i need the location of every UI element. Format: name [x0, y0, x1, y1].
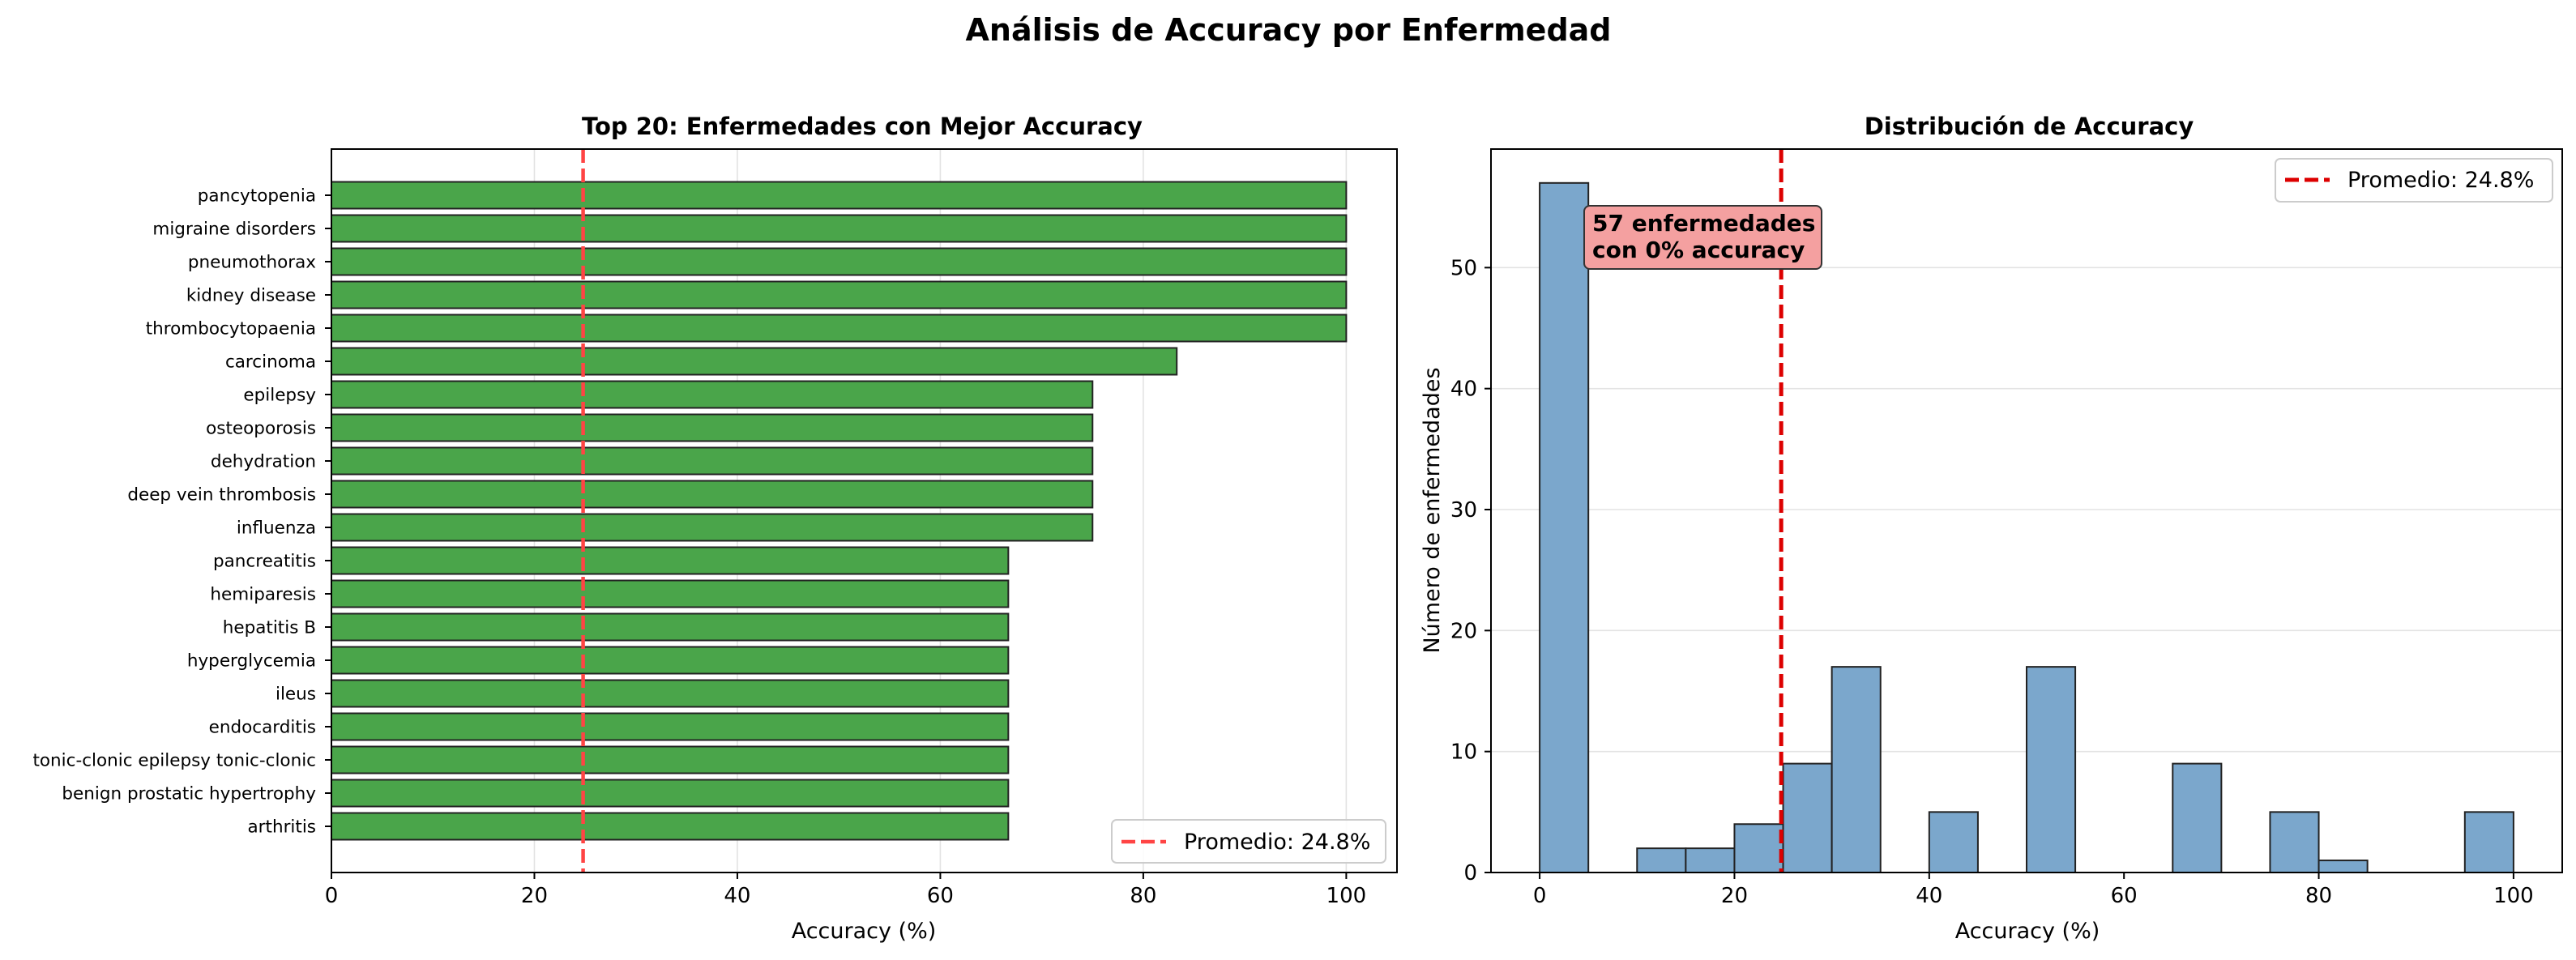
histogram-y-tick-label: 30 — [1450, 498, 1477, 523]
bar-chart-x-tick-label: 60 — [927, 884, 954, 908]
histogram-bin-7 — [1831, 666, 1882, 874]
annotation-line-1: 57 enfermedades — [1592, 210, 1815, 237]
histogram-title: Distribución de Accuracy — [1865, 113, 2194, 140]
bar-15 — [331, 646, 1010, 675]
bar-3 — [331, 247, 1348, 276]
bar-chart-x-tick-label: 0 — [325, 884, 339, 908]
bar-category-label: pneumothorax — [188, 253, 316, 273]
histogram-x-tick-label: 0 — [1533, 884, 1547, 908]
bar-20 — [331, 812, 1010, 841]
bar-4 — [331, 280, 1348, 309]
histogram-x-tick-label: 60 — [2111, 884, 2138, 908]
histogram-x-tick-label: 40 — [1916, 884, 1942, 908]
histogram-bin-16 — [2269, 811, 2320, 874]
bar-chart-x-tick-label: 80 — [1130, 884, 1156, 908]
bar-category-label: thrombocytopaenia — [146, 319, 316, 339]
histogram-x-axis-label: Accuracy (%) — [1955, 919, 2100, 944]
bar-category-label: deep vein thrombosis — [127, 485, 316, 506]
histogram-frame — [1490, 148, 2563, 873]
bar-category-label: pancreatitis — [213, 552, 316, 572]
bar-category-label: influenza — [237, 518, 316, 539]
bar-chart-y-ticks: pancytopenia migraine disorders pneumothor… — [32, 186, 331, 838]
bar-5 — [331, 314, 1348, 343]
bar-6 — [331, 347, 1178, 376]
histogram-bin-14 — [2172, 762, 2223, 873]
bar-19 — [331, 779, 1010, 808]
bar-18 — [331, 745, 1010, 774]
histogram-x-tick-label: 80 — [2305, 884, 2332, 908]
annotation-line-2: con 0% accuracy — [1592, 237, 1805, 263]
histogram-legend-label: Promedio: 24.8% — [2347, 168, 2534, 193]
bar-category-label: endocarditis — [209, 718, 316, 738]
bar-chart-title: Top 20: Enfermedades con Mejor Accuracy — [582, 113, 1143, 140]
bar-category-label: benign prostatic hypertrophy — [62, 784, 316, 804]
accuracy-histogram: Distribución de Accuracy 0 20 40 60 80 100 0 1… — [1420, 113, 2563, 944]
bar-12 — [331, 546, 1010, 575]
histogram-bin-11 — [2026, 666, 2077, 874]
histogram-bin-3 — [1636, 847, 1687, 874]
bar-chart-x-tick-label: 40 — [724, 884, 750, 908]
bar-category-label: hemiparesis — [210, 585, 316, 605]
histogram-y-tick-label: 20 — [1450, 619, 1477, 643]
bar-13 — [331, 579, 1010, 608]
histogram-bin-9 — [1928, 811, 1979, 874]
bar-category-label: osteoporosis — [206, 419, 316, 439]
bar-category-label: hyperglycemia — [187, 651, 316, 672]
histogram-legend: Promedio: 24.8% — [2275, 158, 2553, 203]
histogram-bin-20 — [2463, 811, 2514, 874]
histogram-y-tick-label: 50 — [1450, 256, 1477, 280]
bar-16 — [331, 679, 1010, 708]
top20-bar-chart: Top 20: Enfermedades con Mejor Accuracy … — [32, 113, 1398, 944]
bar-category-label: kidney disease — [186, 286, 316, 306]
histogram-bin-1 — [1539, 181, 1590, 874]
bar-10 — [331, 480, 1094, 509]
histogram-y-tick-label: 40 — [1450, 378, 1477, 402]
histogram-x-ticks: 0 20 40 60 80 100 — [1533, 873, 2534, 908]
bar-category-label: arthritis — [248, 817, 317, 838]
bar-7 — [331, 380, 1094, 409]
bar-chart-legend: Promedio: 24.8% — [1111, 819, 1386, 864]
bar-category-label: migraine disorders — [152, 220, 316, 240]
bar-9 — [331, 446, 1094, 476]
histogram-bars — [1539, 181, 2514, 874]
bar-chart-x-ticks: 0 20 40 60 80 100 — [325, 873, 1366, 908]
histogram-bin-17 — [2318, 860, 2369, 874]
histogram-x-tick-label: 20 — [1721, 884, 1748, 908]
histogram-bin-4 — [1685, 847, 1736, 874]
bar-category-label: hepatitis B — [223, 618, 316, 638]
histogram-y-ticks: 0 10 20 30 40 50 — [1450, 256, 1491, 885]
bar-2 — [331, 214, 1348, 243]
bar-8 — [331, 413, 1094, 442]
histogram-x-tick-label: 100 — [2493, 884, 2534, 908]
histogram-annotation: 57 enfermedades con 0% accuracy — [1583, 205, 1822, 270]
bar-chart-legend-label: Promedio: 24.8% — [1184, 830, 1370, 855]
histogram-y-tick-label: 0 — [1463, 861, 1477, 885]
histogram-bin-6 — [1782, 762, 1833, 873]
histogram-bin-5 — [1733, 823, 1784, 874]
bar-category-label: tonic-clonic epilepsy tonic-clonic — [32, 751, 316, 771]
bar-category-label: dehydration — [211, 452, 316, 472]
bar-category-label: carcinoma — [225, 352, 316, 373]
bar-14 — [331, 612, 1010, 642]
bar-category-label: ileus — [276, 685, 316, 705]
bar-chart-x-tick-label: 100 — [1326, 884, 1367, 908]
bar-chart-bars — [331, 181, 1348, 841]
bar-chart-x-axis-label: Accuracy (%) — [792, 919, 937, 944]
histogram-y-axis-label: Número de enfermedades — [1420, 367, 1445, 653]
bar-chart-x-tick-label: 20 — [521, 884, 548, 908]
figure-title: Análisis de Accuracy por Enfermedad — [965, 12, 1611, 48]
bar-chart-frame — [331, 148, 1398, 873]
bar-11 — [331, 513, 1094, 542]
bar-category-label: epilepsy — [243, 386, 316, 406]
bar-17 — [331, 712, 1010, 741]
bar-1 — [331, 181, 1348, 210]
histogram-y-tick-label: 10 — [1450, 740, 1477, 765]
bar-category-label: pancytopenia — [198, 186, 316, 207]
